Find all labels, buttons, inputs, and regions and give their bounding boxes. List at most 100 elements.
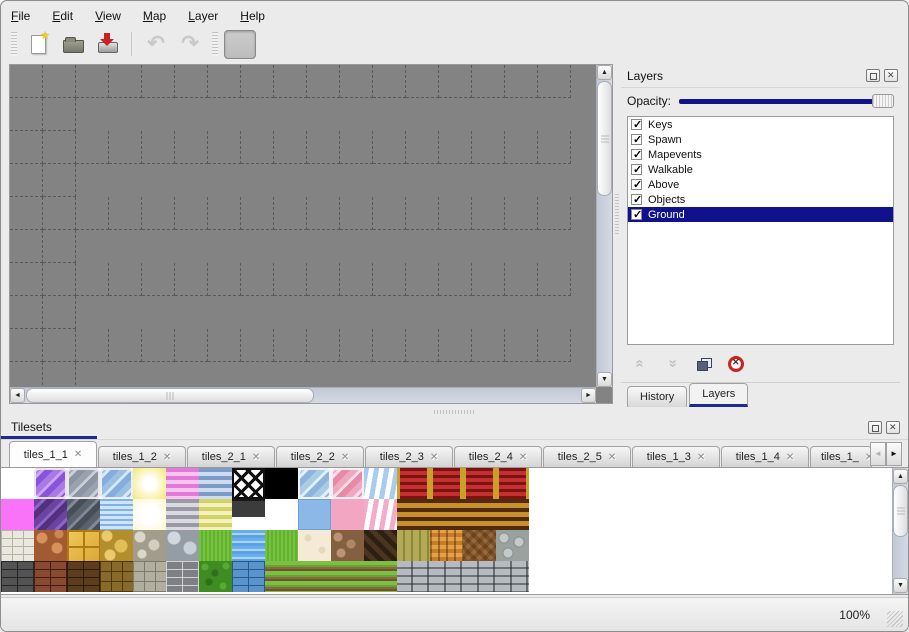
tileset-tab-tiles_1_3[interactable]: tiles_1_3 ✕	[632, 446, 720, 467]
close-tab-icon[interactable]: ✕	[340, 451, 350, 463]
save-file-button[interactable]	[91, 30, 123, 59]
tile-stone-gray[interactable]	[166, 530, 199, 561]
tile-drape-ltblue[interactable]	[298, 468, 331, 499]
resize-grip-icon[interactable]	[887, 611, 903, 627]
tile-stone-yellow[interactable]	[100, 530, 133, 561]
eraser-tool-button[interactable]	[292, 30, 324, 59]
tile-curtain-brown[interactable]	[463, 499, 496, 530]
tile-cobble-orange[interactable]	[34, 530, 67, 561]
tile-empty[interactable]	[265, 499, 298, 530]
layer-visibility-checkbox[interactable]	[631, 208, 642, 221]
tile-drape-purple[interactable]	[34, 468, 67, 499]
layer-row[interactable]: Ground	[628, 207, 893, 222]
tile-farm[interactable]	[364, 561, 397, 592]
layer-visibility-checkbox[interactable]	[631, 163, 642, 176]
stamp-tool-button[interactable]	[224, 29, 256, 59]
float-panel-icon[interactable]	[868, 421, 882, 434]
tab-layers[interactable]: Layers	[689, 383, 749, 407]
close-tab-icon[interactable]: ✕	[785, 451, 795, 463]
tile-lattice[interactable]	[232, 468, 265, 499]
layer-visibility-checkbox[interactable]	[631, 178, 642, 191]
tile-grass[interactable]	[265, 530, 298, 561]
menu-view[interactable]: View	[95, 9, 121, 23]
tile-pebble-gray[interactable]	[133, 530, 166, 561]
tab-scroll-left-icon[interactable]: ◄	[870, 442, 886, 466]
tile-solid-ltblue[interactable]	[298, 499, 331, 530]
vertical-scroll-thumb[interactable]	[597, 81, 612, 196]
tile-drape-darkpurple[interactable]	[34, 499, 67, 530]
tile-solid-magenta[interactable]	[1, 499, 34, 530]
opacity-slider-track[interactable]	[679, 99, 894, 104]
toolbar-drag-handle[interactable]	[212, 32, 218, 56]
close-tab-icon[interactable]: ✕	[607, 451, 617, 463]
layer-visibility-checkbox[interactable]	[631, 118, 642, 131]
tile-brick-gray[interactable]	[166, 561, 199, 592]
open-file-button[interactable]	[57, 30, 89, 59]
tile-curtain-brown[interactable]	[496, 499, 529, 530]
palette-scroll-thumb[interactable]	[893, 485, 908, 537]
tile-flag-blue[interactable]	[364, 468, 397, 499]
layer-row[interactable]: Above	[628, 177, 893, 192]
tileset-tab-tiles_2_3[interactable]: tiles_2_3 ✕	[365, 446, 453, 467]
tile-stone-brown[interactable]	[100, 561, 133, 592]
tile-black[interactable]	[265, 468, 298, 499]
layer-row[interactable]: Mapevents	[628, 147, 893, 162]
close-tab-icon[interactable]: ✕	[73, 449, 83, 460]
opacity-slider[interactable]	[679, 94, 894, 108]
close-panel-icon[interactable]	[886, 421, 900, 434]
tile-logs[interactable]	[496, 530, 529, 561]
tile-water[interactable]	[232, 530, 265, 561]
tile-planks[interactable]	[397, 530, 430, 561]
layer-visibility-checkbox[interactable]	[631, 133, 642, 146]
tile-drape-blue[interactable]	[100, 468, 133, 499]
tile-herringbone[interactable]	[463, 530, 496, 561]
tile-brick-dark[interactable]	[1, 561, 34, 592]
tile-stripes-pink[interactable]	[166, 468, 199, 499]
tile-weave[interactable]	[430, 530, 463, 561]
close-tab-icon[interactable]: ✕	[865, 452, 871, 463]
tile-farm[interactable]	[298, 561, 331, 592]
tile-stripes-blue[interactable]	[199, 468, 232, 499]
tile-flag-pink[interactable]	[364, 499, 397, 530]
tile-curtain-red[interactable]	[496, 468, 529, 499]
opacity-slider-handle[interactable]	[872, 94, 894, 108]
tile-stone-white[interactable]	[1, 530, 34, 561]
tile-tile-yellow[interactable]	[67, 530, 100, 561]
map-canvas[interactable]: ▲ ▼ ◄ ►	[9, 64, 613, 404]
tileset-tab-tiles_1_1[interactable]: tiles_1_1 ✕	[9, 441, 97, 467]
tile-darkbar[interactable]	[232, 499, 265, 530]
tile-pebble-brown[interactable]	[331, 530, 364, 561]
tab-history[interactable]: History	[627, 386, 688, 407]
tileset-tab-tiles_2_2[interactable]: tiles_2_2 ✕	[276, 446, 364, 467]
tile-grid[interactable]	[1, 468, 861, 592]
horizontal-scroll-thumb[interactable]	[26, 388, 314, 403]
tile-curtain-red[interactable]	[463, 468, 496, 499]
tile-stone-gray2[interactable]	[133, 561, 166, 592]
layer-row[interactable]: Walkable	[628, 162, 893, 177]
tile-brick-brown[interactable]	[34, 561, 67, 592]
layer-row[interactable]: Keys	[628, 117, 893, 132]
scroll-up-button[interactable]: ▲	[893, 469, 908, 484]
tile-plank-stone[interactable]	[496, 561, 529, 592]
new-file-button[interactable]	[23, 29, 55, 59]
tileset-tab-tiles_1_4[interactable]: tiles_1_4 ✕	[721, 446, 809, 467]
tileset-tab-tiles_1_2[interactable]: tiles_1_2 ✕	[98, 446, 186, 467]
fill-tool-button[interactable]	[258, 30, 290, 59]
canvas-vertical-scrollbar[interactable]: ▲ ▼	[596, 65, 612, 387]
vertical-splitter[interactable]	[613, 64, 621, 407]
move-layer-down-button[interactable]: «	[661, 353, 683, 375]
close-tab-icon[interactable]: ✕	[429, 451, 439, 463]
tileset-tab-tiles_2_4[interactable]: tiles_2_4 ✕	[454, 446, 542, 467]
float-panel-icon[interactable]	[866, 69, 880, 82]
tile-farm[interactable]	[331, 561, 364, 592]
tile-drape-pink[interactable]	[331, 468, 364, 499]
close-tab-icon[interactable]: ✕	[162, 451, 172, 463]
close-panel-icon[interactable]	[884, 69, 898, 82]
close-tab-icon[interactable]: ✕	[518, 451, 528, 463]
tile-drape-gray[interactable]	[67, 468, 100, 499]
toolbar-drag-handle[interactable]	[11, 32, 17, 56]
tile-wood-dark[interactable]	[364, 530, 397, 561]
duplicate-layer-button[interactable]	[693, 353, 715, 375]
close-tab-icon[interactable]: ✕	[696, 451, 706, 463]
close-tab-icon[interactable]: ✕	[251, 451, 261, 463]
